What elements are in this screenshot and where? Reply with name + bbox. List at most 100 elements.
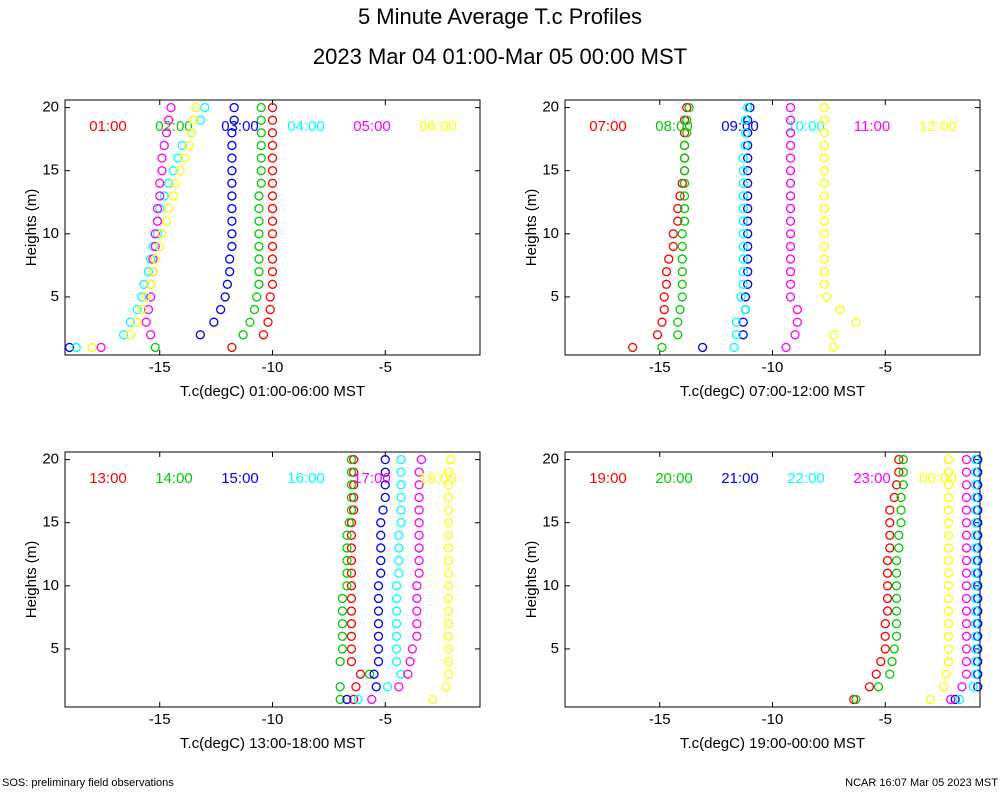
data-point — [961, 669, 972, 679]
data-point — [168, 166, 178, 176]
data-point — [898, 467, 908, 477]
data-point — [342, 543, 352, 553]
data-point — [391, 581, 402, 591]
data-point — [659, 292, 669, 302]
data-point — [679, 153, 690, 163]
data-point — [819, 166, 830, 176]
data-point — [785, 292, 796, 302]
data-point — [819, 153, 830, 163]
data-point — [367, 694, 377, 705]
data-point — [970, 543, 981, 553]
data-point — [785, 102, 796, 113]
data-point — [743, 241, 753, 252]
legend-label: 05:00 — [353, 118, 391, 135]
y-axis-label: Heights (m) — [23, 541, 40, 619]
data-point — [943, 555, 954, 566]
data-point — [943, 530, 954, 540]
data-point — [943, 518, 954, 528]
data-point — [267, 128, 278, 138]
data-point — [675, 191, 685, 201]
y-tick-label: 5 — [551, 288, 559, 305]
data-point — [790, 330, 800, 340]
data-point — [166, 102, 176, 113]
data-point — [150, 229, 160, 239]
data-point — [416, 454, 427, 465]
data-point — [137, 292, 147, 302]
data-point — [227, 153, 237, 163]
data-point — [155, 241, 165, 252]
data-point — [256, 166, 266, 176]
legend-label: 12:00 — [919, 118, 957, 135]
data-point — [970, 480, 981, 490]
data-point — [882, 593, 893, 604]
data-point — [265, 292, 275, 302]
data-point — [342, 555, 352, 566]
y-tick-label: 10 — [42, 577, 59, 594]
data-point — [785, 166, 796, 176]
data-point — [249, 304, 260, 315]
data-point — [443, 530, 454, 540]
data-point — [376, 530, 386, 540]
data-point — [254, 267, 264, 277]
data-point — [677, 241, 687, 252]
page-subtitle: 2023 Mar 04 01:00-Mar 05 00:00 MST — [313, 44, 687, 69]
data-point — [346, 568, 357, 578]
data-point — [819, 128, 830, 138]
y-tick-label: 20 — [42, 99, 59, 116]
data-point — [738, 216, 748, 226]
data-point — [407, 644, 417, 654]
data-point — [376, 543, 386, 553]
data-point — [973, 682, 983, 692]
data-point — [173, 153, 183, 163]
data-point — [970, 644, 981, 654]
data-point — [137, 304, 147, 315]
data-point — [380, 454, 390, 465]
data-point — [337, 631, 348, 641]
data-point — [267, 203, 278, 214]
data-point — [851, 694, 861, 705]
data-point — [943, 619, 954, 629]
data-point — [254, 203, 264, 214]
y-tick-label: 20 — [542, 451, 559, 468]
data-point — [200, 102, 210, 113]
data-point — [821, 292, 832, 302]
data-point — [738, 317, 748, 327]
data-point — [380, 480, 390, 490]
data-point — [970, 467, 981, 477]
data-point — [175, 166, 185, 176]
data-point — [679, 216, 690, 226]
legend-label: 01:00 — [89, 118, 127, 135]
data-point — [227, 128, 237, 138]
data-point — [394, 555, 404, 566]
x-tick-label: -10 — [762, 711, 784, 728]
data-point — [682, 115, 692, 125]
legend-label: 15:00 — [221, 470, 259, 487]
data-point — [898, 480, 908, 490]
data-point — [267, 216, 278, 226]
data-point — [256, 178, 266, 188]
data-point — [819, 241, 830, 252]
data-point — [885, 518, 895, 528]
data-point — [222, 279, 233, 289]
data-point — [943, 492, 954, 503]
data-point — [740, 304, 751, 315]
data-point — [729, 342, 739, 353]
data-point — [898, 454, 908, 465]
data-point — [351, 682, 361, 692]
data-point — [396, 492, 406, 503]
data-point — [256, 128, 266, 138]
data-point — [743, 254, 753, 264]
data-point — [443, 505, 454, 515]
data-point — [819, 178, 830, 188]
data-point — [871, 669, 881, 679]
data-point — [267, 178, 278, 188]
x-axis-label: T.c(degC) 07:00-12:00 MST — [680, 383, 865, 400]
data-point — [373, 631, 384, 641]
data-point — [785, 140, 796, 151]
x-tick-label: -15 — [149, 711, 171, 728]
footer-left: SOS: preliminary field observations — [2, 777, 174, 789]
data-point — [785, 279, 796, 289]
data-point — [256, 102, 266, 113]
data-point — [738, 229, 748, 239]
data-point — [677, 279, 687, 289]
